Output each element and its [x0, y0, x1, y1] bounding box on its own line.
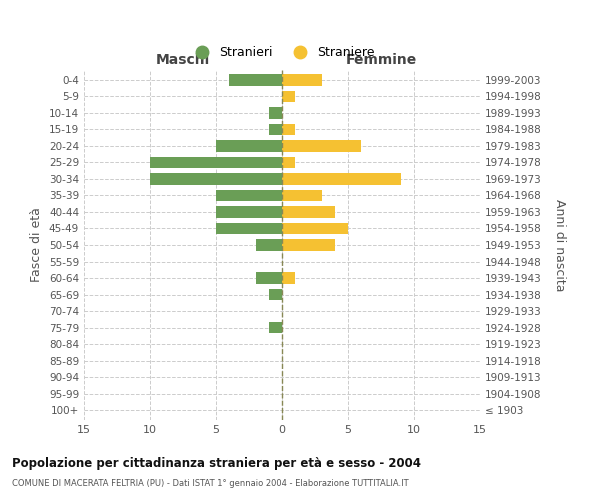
- Text: Femmine: Femmine: [346, 52, 416, 66]
- Bar: [282, 272, 295, 284]
- Bar: [282, 90, 295, 102]
- Bar: [150, 173, 282, 184]
- Bar: [282, 239, 335, 251]
- Bar: [282, 124, 295, 135]
- Bar: [256, 239, 282, 251]
- Bar: [216, 222, 282, 234]
- Bar: [216, 140, 282, 151]
- Bar: [282, 140, 361, 151]
- Bar: [282, 206, 335, 218]
- Bar: [282, 173, 401, 184]
- Legend: Stranieri, Straniere: Stranieri, Straniere: [184, 41, 380, 64]
- Bar: [269, 124, 282, 135]
- Bar: [269, 107, 282, 118]
- Bar: [216, 206, 282, 218]
- Bar: [269, 322, 282, 334]
- Bar: [282, 222, 348, 234]
- Y-axis label: Fasce di età: Fasce di età: [31, 208, 43, 282]
- Bar: [216, 190, 282, 201]
- Y-axis label: Anni di nascita: Anni di nascita: [553, 198, 566, 291]
- Text: Popolazione per cittadinanza straniera per età e sesso - 2004: Popolazione per cittadinanza straniera p…: [12, 458, 421, 470]
- Bar: [282, 156, 295, 168]
- Bar: [269, 289, 282, 300]
- Bar: [282, 74, 322, 86]
- Bar: [150, 156, 282, 168]
- Text: COMUNE DI MACERATA FELTRIA (PU) - Dati ISTAT 1° gennaio 2004 - Elaborazione TUTT: COMUNE DI MACERATA FELTRIA (PU) - Dati I…: [12, 479, 409, 488]
- Bar: [282, 190, 322, 201]
- Text: Maschi: Maschi: [156, 52, 210, 66]
- Bar: [229, 74, 282, 86]
- Bar: [256, 272, 282, 284]
